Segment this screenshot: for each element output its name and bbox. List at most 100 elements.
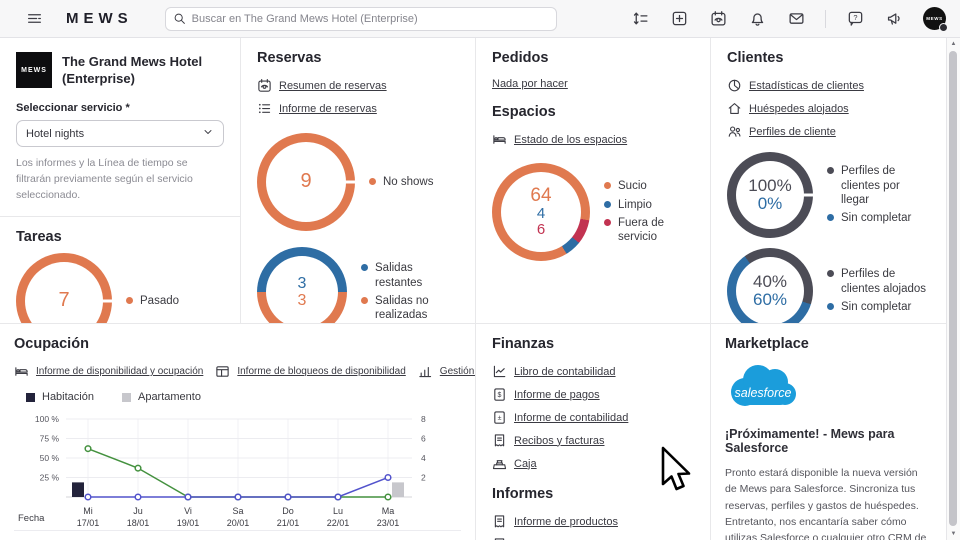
- report-link[interactable]: Nada por hacer: [492, 78, 568, 90]
- avatar-badge: [939, 23, 948, 32]
- receipt-icon: [492, 514, 507, 529]
- report-link[interactable]: Informe de bloqueos de disponibilidad: [237, 366, 406, 377]
- donut-value: 0%: [757, 194, 783, 213]
- report-link[interactable]: Lista de control de productos: [514, 539, 655, 540]
- legend-item: Habitación: [26, 391, 94, 405]
- legend-bullet: [827, 214, 834, 222]
- legend-item: Perfiles de clientes por llegar: [827, 164, 930, 207]
- legend-label: Limpio: [618, 198, 652, 211]
- legend-bullet: [26, 393, 35, 402]
- clientes-panel: Clientes Estadísticas de clientes Huésped…: [710, 38, 946, 323]
- informes-links: Informe de productos Lista de control de …: [492, 510, 694, 540]
- legend-item: Apartamento: [121, 391, 201, 405]
- service-select[interactable]: Hotel nights: [16, 120, 224, 147]
- report-link[interactable]: Caja: [514, 457, 537, 470]
- donut-center: 64 4 6: [501, 172, 581, 252]
- svg-text:Fecha: Fecha: [18, 513, 45, 524]
- receipt-icon: [492, 433, 507, 448]
- svg-text:6: 6: [421, 433, 426, 443]
- scroll-up-arrow[interactable]: ▲: [950, 41, 957, 47]
- svg-text:?: ?: [853, 13, 857, 22]
- svg-text:Do: Do: [282, 506, 294, 516]
- calendar-eye-icon[interactable]: [708, 9, 728, 29]
- svg-text:50 %: 50 %: [40, 453, 60, 463]
- legend-bullet: [827, 303, 834, 311]
- add-icon[interactable]: [669, 9, 689, 29]
- table-icon: [215, 364, 230, 379]
- legend-label: Sin completar: [841, 212, 912, 225]
- report-link[interactable]: Estadísticas de clientes: [749, 79, 864, 92]
- report-link[interactable]: Perfiles de cliente: [749, 125, 836, 138]
- megaphone-icon[interactable]: [884, 9, 904, 29]
- salesforce-logo: salesforce: [725, 360, 932, 419]
- bed-icon: [14, 364, 29, 379]
- informes-title: Informes: [492, 486, 554, 502]
- report-link[interactable]: Informe de pagos: [514, 388, 600, 401]
- ocupacion-chart-legend: Habitación Apartamento: [26, 391, 461, 405]
- legend-bullet: [121, 393, 131, 402]
- marketplace-panel: Marketplace salesforce ¡Próximamente! - …: [710, 323, 946, 540]
- service-select-value: Hotel nights: [26, 127, 85, 140]
- ocupacion-panel: Ocupación Informe de disponibilidad y oc…: [0, 323, 475, 540]
- search-input[interactable]: [164, 6, 557, 31]
- link-row: Gestión de tarifas: [418, 364, 475, 379]
- ocupacion-chart: 100 % 8 75 % 6 50 % 4 25 % 2 Mi 17/01 Ju 18/01 Vi 19/…: [14, 411, 461, 540]
- scrollbar-thumb[interactable]: [949, 51, 957, 526]
- link-row: Lista de control de productos: [492, 537, 694, 540]
- help-icon[interactable]: ?: [845, 9, 865, 29]
- vertical-scrollbar[interactable]: ▲ ▼: [946, 38, 960, 540]
- donut-center: 40% 60%: [736, 257, 804, 323]
- report-link[interactable]: Informe de contabilidad: [514, 411, 629, 424]
- line-chart-icon: [492, 364, 507, 379]
- svg-text:$: $: [498, 392, 502, 399]
- donut-notch: [102, 299, 113, 303]
- property-name: The Grand Mews Hotel (Enterprise): [62, 54, 203, 86]
- report-link[interactable]: Informe de productos: [514, 515, 618, 528]
- menu-icon[interactable]: [24, 9, 44, 29]
- donut-value: 40%: [752, 271, 788, 291]
- link-row: Informe de productos: [492, 514, 694, 529]
- pedidos-links: Nada por hacer: [492, 74, 694, 94]
- report-link[interactable]: Libro de contabilidad: [514, 365, 616, 378]
- legend-item: Sin completar: [827, 211, 930, 225]
- link-row: Informe de reservas: [257, 101, 459, 116]
- report-link[interactable]: Huéspedes alojados: [749, 102, 849, 115]
- report-link[interactable]: Recibos y facturas: [514, 434, 605, 447]
- report-link[interactable]: Informe de disponibilidad y ocupación: [36, 366, 204, 377]
- calendar-eye-icon: [257, 78, 272, 93]
- timeline-icon[interactable]: [630, 9, 650, 29]
- reservas-title: Reservas: [257, 50, 322, 66]
- legend-label: Pasado: [140, 295, 180, 308]
- clientes-links: Estadísticas de clientes Huéspedes alojad…: [727, 74, 930, 143]
- legend-bullet: [361, 297, 368, 304]
- svg-text:21/01: 21/01: [277, 518, 300, 528]
- report-link[interactable]: Gestión de tarifas: [439, 366, 475, 377]
- legend-bullet: [369, 177, 376, 185]
- report-link[interactable]: Resumen de reservas: [279, 79, 387, 92]
- legend-item: Salidas no realizadas: [361, 294, 459, 323]
- svg-text:4: 4: [421, 453, 426, 463]
- legend-label: Salidas no realizadas: [375, 295, 429, 322]
- pie-chart-icon: [727, 78, 742, 93]
- link-row: Estado de los espacios: [492, 132, 694, 147]
- marketplace-subtitle: ¡Próximamente! - Mews para Salesforce: [725, 427, 895, 455]
- bell-icon[interactable]: [747, 9, 767, 29]
- tareas-title: Tareas: [16, 229, 62, 246]
- report-link[interactable]: Estado de los espacios: [514, 133, 628, 146]
- link-row: Recibos y facturas: [492, 433, 694, 448]
- scroll-down-arrow[interactable]: ▼: [950, 531, 957, 537]
- mail-icon[interactable]: [786, 9, 806, 29]
- report-link[interactable]: Informe de reservas: [279, 102, 377, 115]
- tareas-legend: Pasado: [126, 294, 179, 308]
- svg-text:2: 2: [421, 472, 426, 482]
- svg-text:75 %: 75 %: [40, 433, 60, 443]
- svg-text:23/01: 23/01: [377, 518, 400, 528]
- legend-label: Perfiles de clientes alojados: [841, 268, 927, 295]
- bar-chart-icon: [418, 364, 433, 379]
- avatar[interactable]: MEWS: [923, 7, 948, 32]
- legend-bullet: [827, 270, 834, 278]
- marketplace-title: Marketplace: [725, 336, 809, 352]
- property-panel: MEWS The Grand Mews Hotel (Enterprise) S…: [0, 38, 240, 323]
